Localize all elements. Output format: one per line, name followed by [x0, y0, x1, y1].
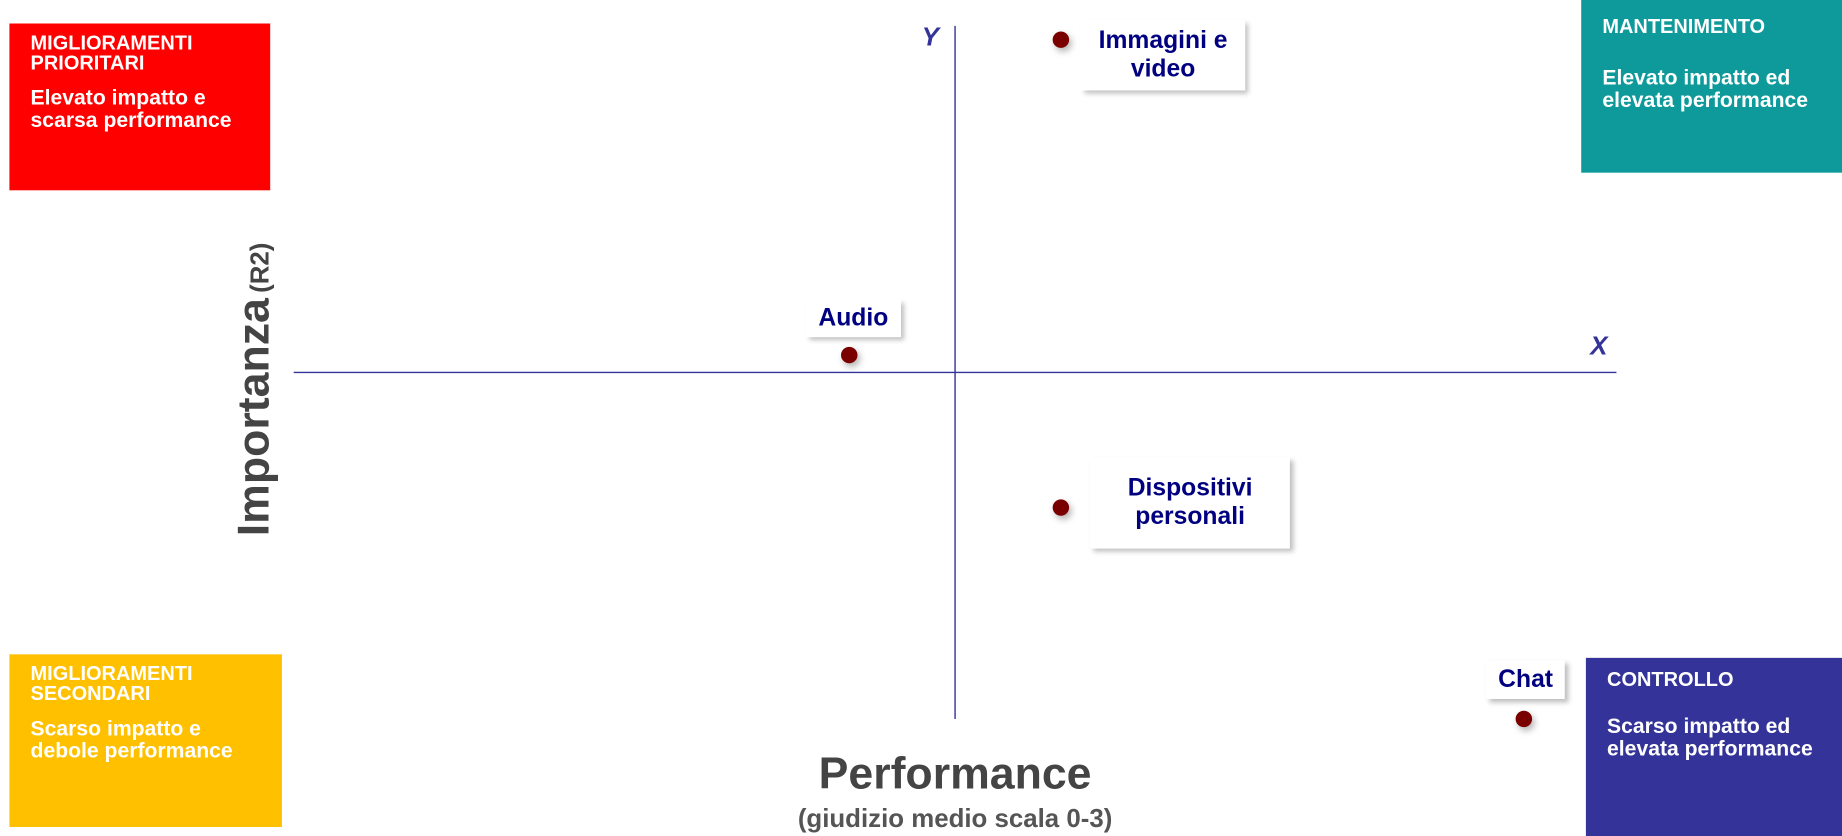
y-axis-name: Y [922, 24, 942, 52]
y-axis-title-row: Importanza (R2) [230, 154, 281, 624]
quadrant-text: Scarso impatto e debole performance [30, 716, 233, 763]
x-axis-label: Performance [818, 749, 1092, 799]
quadrant-text: Elevato impatto e scarsa performance [30, 85, 232, 132]
point-label: Dispositivi personali [1090, 457, 1290, 549]
quadrant: MANTENIMENTO Elevato impatto ed elevata p… [1581, 0, 1842, 173]
point [841, 346, 858, 364]
quadrant-title: CONTROLLO [1607, 668, 1734, 691]
point-label: Immagini e video [1080, 19, 1246, 91]
quadrant-title: MANTENIMENTO [1602, 15, 1766, 38]
y-axis-sublabel: (R2) [244, 242, 275, 293]
point-label: Chat [1486, 660, 1565, 699]
point [1515, 710, 1533, 728]
quadrant: MIGLIORAMENTI PRIORITARI Elevato impatto … [9, 23, 271, 191]
x-axis-name: X [1588, 333, 1609, 361]
point [1052, 31, 1070, 48]
y-axis-label: Importanza [229, 298, 280, 537]
quadrant-text: Elevato impatto ed elevata performance [1602, 65, 1809, 112]
quadrant-title: MIGLIORAMENTI PRIORITARI [30, 31, 193, 75]
point [1052, 499, 1070, 516]
quadrant-title: MIGLIORAMENTI SECONDARI [30, 662, 193, 705]
x-axis-sublabel: (giudizio medio scala 0-3) [797, 803, 1113, 833]
quadrant: CONTROLLO Scarso impatto ed elevata perfo… [1585, 657, 1842, 836]
point-label: Audio [805, 299, 901, 338]
quadrant: MIGLIORAMENTI SECONDARI Scarso impatto e … [9, 654, 282, 828]
quadrant-text: Scarso impatto ed elevata performance [1607, 714, 1813, 761]
